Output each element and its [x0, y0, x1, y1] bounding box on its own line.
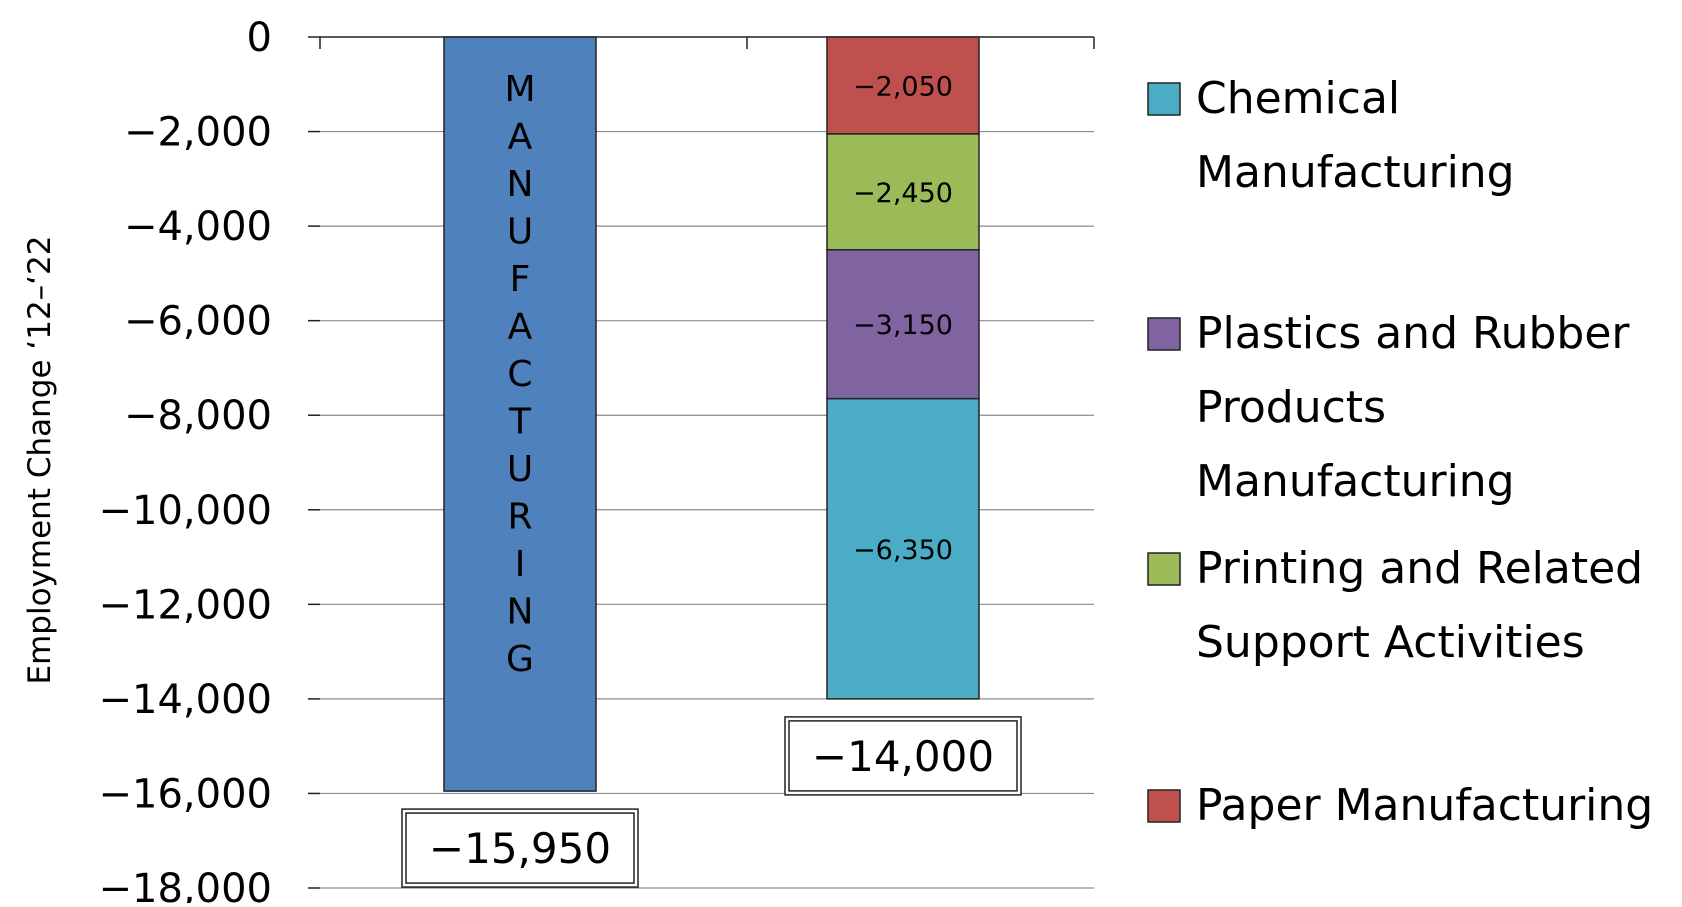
legend-item: Chemical Manufacturing [1147, 73, 1515, 198]
legend-label: Products [1196, 382, 1386, 433]
y-tick-label: −2,000 [124, 110, 272, 156]
legend-label: Chemical [1196, 73, 1400, 124]
y-tick-label: 0 [247, 15, 272, 61]
y-tick-label: −14,000 [99, 677, 272, 723]
y-tick-label: −16,000 [99, 771, 272, 817]
bar-inside-letter: U [507, 212, 533, 253]
segment-value-label: −6,350 [853, 535, 953, 566]
bar-inside-letter: R [507, 497, 532, 538]
y-tick-label: −10,000 [99, 488, 272, 534]
bar-segment [826, 397, 980, 700]
legend-item: Plastics and Rubber Products Manufacturing [1147, 308, 1630, 507]
total-box-outer [784, 716, 1022, 796]
legend-swatch [1147, 789, 1181, 823]
bar-inside-letter: N [507, 592, 534, 633]
legend-item: Paper Manufacturing [1147, 780, 1653, 831]
total-label-box: −15,950 [401, 808, 639, 888]
total-box-inner [405, 812, 635, 884]
total-box-outer [401, 808, 639, 888]
segment-value-label: −3,150 [853, 310, 953, 341]
bar-inside-letter: T [508, 402, 532, 443]
bar-inside-letter: C [507, 354, 532, 395]
legend-swatch [1147, 317, 1181, 351]
bar-total-label: −14,000 [812, 732, 994, 781]
y-tick-label: −12,000 [99, 582, 272, 628]
legend-item: Printing and Related Support Activities [1147, 543, 1643, 668]
bar-segment [443, 36, 597, 792]
segment-value-label: −2,050 [853, 71, 953, 102]
bar-total-label: −15,950 [429, 824, 611, 873]
data-labels-layer: MANUFACTURING−15,950−2,050−2,450−3,150−6… [401, 69, 1022, 888]
total-label-box: −14,000 [784, 716, 1022, 796]
bar-segment [826, 133, 980, 251]
bar-inside-letter: G [506, 639, 534, 680]
legend-label: Manufacturing [1196, 456, 1515, 507]
y-axis-ticks: 0 −2,000 −4,000 −6,000 −8,000 −10,000 −12,000 −… [99, 15, 1095, 907]
bar-inside-letter: M [504, 69, 535, 110]
bar-segment [826, 36, 980, 135]
y-tick-label: −18,000 [99, 866, 272, 903]
legend-swatch [1147, 552, 1181, 586]
legend-label: Plastics and Rubber [1196, 308, 1630, 359]
bar-inside-letter: I [515, 544, 526, 585]
bar-inside-letter: A [508, 307, 533, 348]
bar-inside-letter: U [507, 449, 533, 490]
y-tick-label: −8,000 [124, 393, 272, 439]
segment-value-label: −2,450 [853, 178, 953, 209]
y-tick-label: −4,000 [124, 204, 272, 250]
y-axis-title: Employment Change ‘12–‘22 [22, 236, 58, 685]
legend-swatch [1147, 82, 1181, 116]
bar-inside-letter: N [507, 164, 534, 205]
legend-label: Manufacturing [1196, 147, 1515, 198]
legend-label: Printing and Related [1196, 543, 1643, 594]
bars-layer [443, 36, 980, 792]
y-tick-label: −6,000 [124, 299, 272, 345]
legend-label: Support Activities [1196, 617, 1585, 668]
legend-label: Paper Manufacturing [1196, 780, 1653, 831]
total-box-inner [788, 720, 1018, 792]
bar-inside-letter: F [510, 259, 531, 300]
bar-inside-letter: A [508, 117, 533, 158]
